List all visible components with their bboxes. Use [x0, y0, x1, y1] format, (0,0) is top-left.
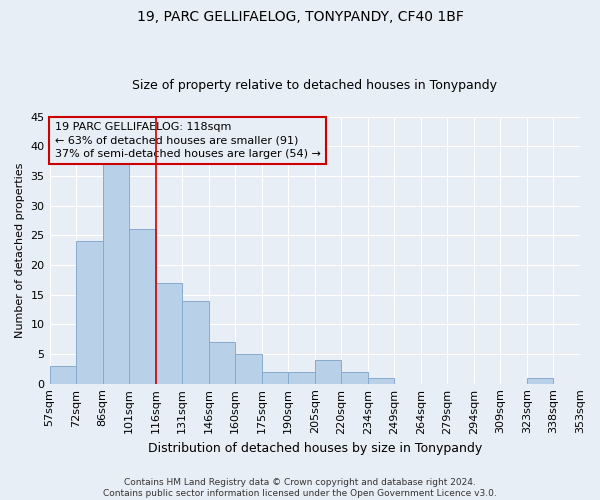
Bar [209, 342, 235, 384]
Bar [368, 378, 394, 384]
Bar [103, 164, 129, 384]
Text: Contains HM Land Registry data © Crown copyright and database right 2024.
Contai: Contains HM Land Registry data © Crown c… [103, 478, 497, 498]
Bar [341, 372, 368, 384]
Bar [76, 242, 103, 384]
Text: 19 PARC GELLIFAELOG: 118sqm
← 63% of detached houses are smaller (91)
37% of sem: 19 PARC GELLIFAELOG: 118sqm ← 63% of det… [55, 122, 321, 158]
Bar [129, 230, 155, 384]
Bar [262, 372, 288, 384]
Bar [182, 300, 209, 384]
Title: Size of property relative to detached houses in Tonypandy: Size of property relative to detached ho… [132, 79, 497, 92]
Bar [235, 354, 262, 384]
Bar [527, 378, 553, 384]
Bar [155, 283, 182, 384]
Text: 19, PARC GELLIFAELOG, TONYPANDY, CF40 1BF: 19, PARC GELLIFAELOG, TONYPANDY, CF40 1B… [137, 10, 463, 24]
X-axis label: Distribution of detached houses by size in Tonypandy: Distribution of detached houses by size … [148, 442, 482, 455]
Y-axis label: Number of detached properties: Number of detached properties [15, 162, 25, 338]
Bar [50, 366, 76, 384]
Bar [288, 372, 315, 384]
Bar [315, 360, 341, 384]
